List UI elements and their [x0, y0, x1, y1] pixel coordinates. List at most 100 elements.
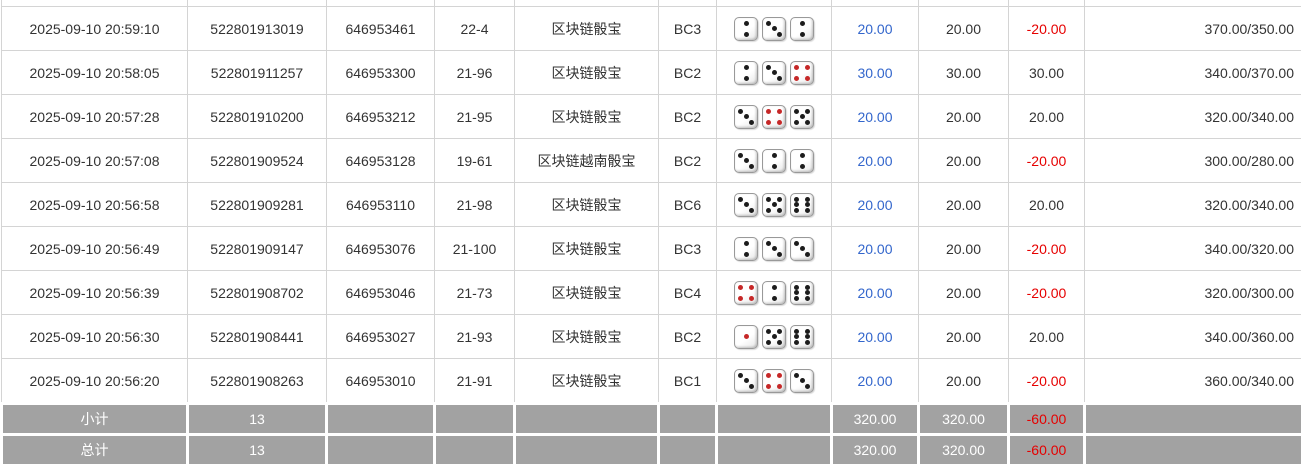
die-pip	[766, 196, 771, 202]
win-loss-cell: -20.00	[1008, 6, 1085, 51]
table-row: 2025-09-10 20:58:05 522801911257 646953300…	[1, 50, 1301, 95]
die-pip	[777, 108, 782, 114]
game-name-cell: 区块链骰宝	[514, 182, 659, 227]
bet-amount-link[interactable]: 20.00	[831, 94, 919, 139]
round-no-cell: 646953461	[326, 6, 435, 51]
table-row: 2025-09-10 20:57:08 522801909524 646953128…	[1, 138, 1301, 183]
die-pip	[749, 119, 754, 125]
bet-amount-link[interactable]: 20.00	[831, 6, 919, 51]
die-pip	[794, 334, 799, 339]
die-pip	[799, 163, 805, 169]
die-pip	[743, 114, 749, 119]
die-pip	[805, 64, 810, 70]
play-code-cell: BC4	[658, 270, 717, 315]
balance-cell: 360.00/340.00	[1084, 358, 1301, 404]
summary-empty-cell	[513, 433, 660, 467]
bet-amount-link[interactable]: 20.00	[831, 358, 919, 404]
period-cell: 21-98	[434, 182, 515, 227]
summary-empty-cell	[325, 402, 436, 436]
win-loss-cell: 20.00	[1008, 94, 1085, 139]
die-face-3-icon	[734, 148, 758, 173]
die-pip	[738, 372, 743, 378]
bet-time-cell: 2025-09-10 20:56:20	[1, 358, 188, 404]
die-pip	[766, 383, 771, 389]
play-code-cell: BC6	[658, 182, 717, 227]
die-face-2-icon	[734, 236, 758, 261]
play-code-cell: BC2	[658, 94, 717, 139]
round-no-cell: 646953027	[326, 314, 435, 359]
die-pip	[794, 339, 799, 345]
die-pip	[738, 284, 743, 290]
die-pip	[805, 251, 810, 257]
dice-result-cell	[716, 138, 832, 183]
die-pip	[794, 284, 799, 290]
die-pip	[771, 202, 777, 207]
balance-cell: 320.00/340.00	[1084, 182, 1301, 227]
die-pip	[771, 246, 777, 251]
die-pip	[805, 196, 810, 202]
bet-amount-link[interactable]: 20.00	[831, 226, 919, 271]
die-pip	[805, 290, 810, 295]
die-pip	[777, 383, 782, 389]
summary-count-cell: 13	[186, 433, 328, 467]
die-pip	[743, 251, 749, 257]
grand-total-row: 总计 13 320.00 320.00 -60.00	[0, 433, 1301, 467]
bet-amount-link[interactable]: 20.00	[831, 314, 919, 359]
bet-amount-link[interactable]: 20.00	[831, 182, 919, 227]
order-no-cell: 522801913019	[187, 6, 327, 51]
bet-amount-link[interactable]: 20.00	[831, 270, 919, 315]
die-pip	[799, 31, 805, 37]
die-pip	[805, 383, 810, 389]
summary-label-cell: 总计	[0, 433, 189, 467]
die-pip	[794, 295, 799, 301]
bet-amount-link[interactable]: 20.00	[831, 138, 919, 183]
round-no-cell: 646953010	[326, 358, 435, 404]
summary-win-loss-cell: -60.00	[1007, 433, 1086, 467]
bet-time-cell: 2025-09-10 20:56:39	[1, 270, 188, 315]
game-name-cell: 区块链骰宝	[514, 314, 659, 359]
die-pip	[771, 152, 777, 158]
game-name-cell: 区块链骰宝	[514, 358, 659, 404]
die-pip	[794, 372, 799, 378]
die-face-6-icon	[790, 192, 814, 217]
die-pip	[749, 295, 754, 301]
round-no-cell: 646953128	[326, 138, 435, 183]
die-pip	[766, 207, 771, 213]
die-face-2-icon	[790, 148, 814, 173]
die-pip	[743, 64, 749, 70]
die-face-4-icon	[734, 280, 758, 305]
die-pip	[771, 295, 777, 301]
die-pip	[749, 207, 754, 213]
die-face-4-icon	[762, 104, 786, 129]
die-pip	[766, 119, 771, 125]
win-loss-cell: -20.00	[1008, 138, 1085, 183]
bet-amount-link[interactable]: 30.00	[831, 50, 919, 95]
summary-bet-cell: 320.00	[830, 433, 920, 467]
summary-valid-bet-cell: 320.00	[917, 402, 1010, 436]
summary-empty-cell	[715, 433, 833, 467]
balance-cell: 340.00/360.00	[1084, 314, 1301, 359]
round-no-cell: 646953046	[326, 270, 435, 315]
dice-result-cell	[716, 314, 832, 359]
die-pip	[794, 119, 799, 125]
dice-result-cell	[716, 94, 832, 139]
die-face-2-icon	[762, 280, 786, 305]
win-loss-cell: 30.00	[1008, 50, 1085, 95]
game-name-cell: 区块链骰宝	[514, 94, 659, 139]
die-pip	[771, 163, 777, 169]
die-pip	[794, 240, 799, 246]
die-pip	[794, 64, 799, 70]
die-face-3-icon	[734, 104, 758, 129]
bet-time-cell: 2025-09-10 20:58:05	[1, 50, 188, 95]
dice-result-cell	[716, 226, 832, 271]
die-pip	[749, 163, 754, 169]
die-pip	[743, 31, 749, 37]
die-pip	[766, 372, 771, 378]
round-no-cell: 646953110	[326, 182, 435, 227]
die-pip	[777, 75, 782, 81]
play-code-cell: BC2	[658, 314, 717, 359]
valid-bet-cell: 20.00	[918, 138, 1009, 183]
die-pip	[794, 75, 799, 81]
play-code-cell: BC3	[658, 226, 717, 271]
table-row: 2025-09-10 20:57:28 522801910200 646953212…	[1, 94, 1301, 139]
